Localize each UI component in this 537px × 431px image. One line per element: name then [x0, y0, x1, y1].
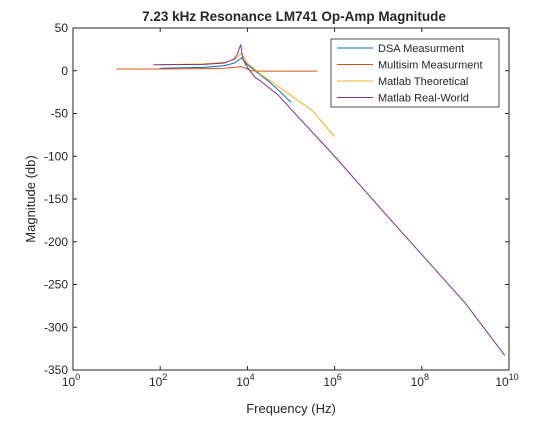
series-line-2 [116, 65, 318, 72]
x-tick-label: 102 [149, 372, 167, 389]
y-tick-label: -150 [44, 192, 68, 206]
legend-label: DSA Measurment [378, 43, 464, 55]
ticks-layer: 100 102 104 106 108 1010500-50-100-150-200-25… [44, 21, 519, 389]
x-axis-label: Frequency (Hz) [246, 401, 336, 416]
legend-label: Matlab Real-World [378, 93, 469, 105]
legend-item: Matlab Real-World [337, 93, 469, 105]
series-line-4 [153, 43, 506, 356]
legend-label: Multisim Measurment [378, 60, 483, 72]
y-tick-label: -250 [44, 278, 68, 292]
y-tick-label: -100 [44, 149, 68, 163]
series-layer [116, 43, 506, 356]
y-tick-label: -200 [44, 235, 68, 249]
series-line-3 [160, 52, 335, 137]
y-tick-label: -350 [44, 363, 68, 377]
y-tick-label: -50 [51, 107, 69, 121]
y-tick-label: 0 [61, 64, 68, 78]
legend-box [330, 38, 500, 108]
legend-item: Multisim Measurment [337, 60, 483, 72]
x-tick-label: 108 [411, 372, 429, 389]
y-tick-label: -300 [44, 320, 68, 334]
x-tick-label: 104 [236, 372, 254, 389]
legend-items: DSA Measurment Multisim Measurment Matlab … [337, 43, 483, 105]
legend: DSA Measurment Multisim Measurment Matlab … [330, 38, 500, 108]
chart-title: 7.23 kHz Resonance LM741 Op-Amp Magnitud… [142, 9, 446, 24]
legend-item: DSA Measurment [337, 43, 464, 55]
legend-label: Matlab Theoretical [378, 76, 468, 88]
legend-item: Matlab Theoretical [337, 76, 468, 88]
y-axis-label: Magnitude (db) [23, 155, 38, 242]
x-tick-label: 1010 [495, 372, 518, 389]
x-tick-label: 106 [323, 372, 341, 389]
y-tick-label: 50 [55, 21, 69, 35]
